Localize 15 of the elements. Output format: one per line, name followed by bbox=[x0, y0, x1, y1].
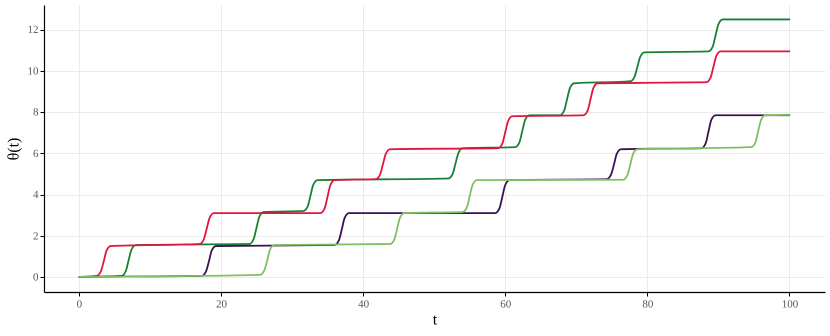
x-tick-label: 100 bbox=[782, 298, 799, 310]
y-axis-title: θ(t) bbox=[6, 138, 22, 160]
x-axis-title: t bbox=[432, 312, 438, 328]
x-tick-label: 20 bbox=[216, 298, 228, 310]
y-tick-label: 8 bbox=[33, 106, 39, 119]
y-tick-label: 10 bbox=[28, 65, 39, 78]
x-tick-label: 40 bbox=[358, 298, 370, 310]
y-tick-label: 2 bbox=[33, 230, 38, 242]
y-tick-label: 12 bbox=[28, 24, 38, 36]
y-tick-label: 0 bbox=[33, 271, 39, 284]
x-tick-label: 60 bbox=[500, 298, 512, 310]
y-tick-label: 4 bbox=[33, 189, 39, 202]
y-tick-label: 6 bbox=[33, 148, 39, 160]
x-tick-label: 0 bbox=[76, 298, 83, 310]
x-tick-label: 80 bbox=[642, 298, 654, 310]
